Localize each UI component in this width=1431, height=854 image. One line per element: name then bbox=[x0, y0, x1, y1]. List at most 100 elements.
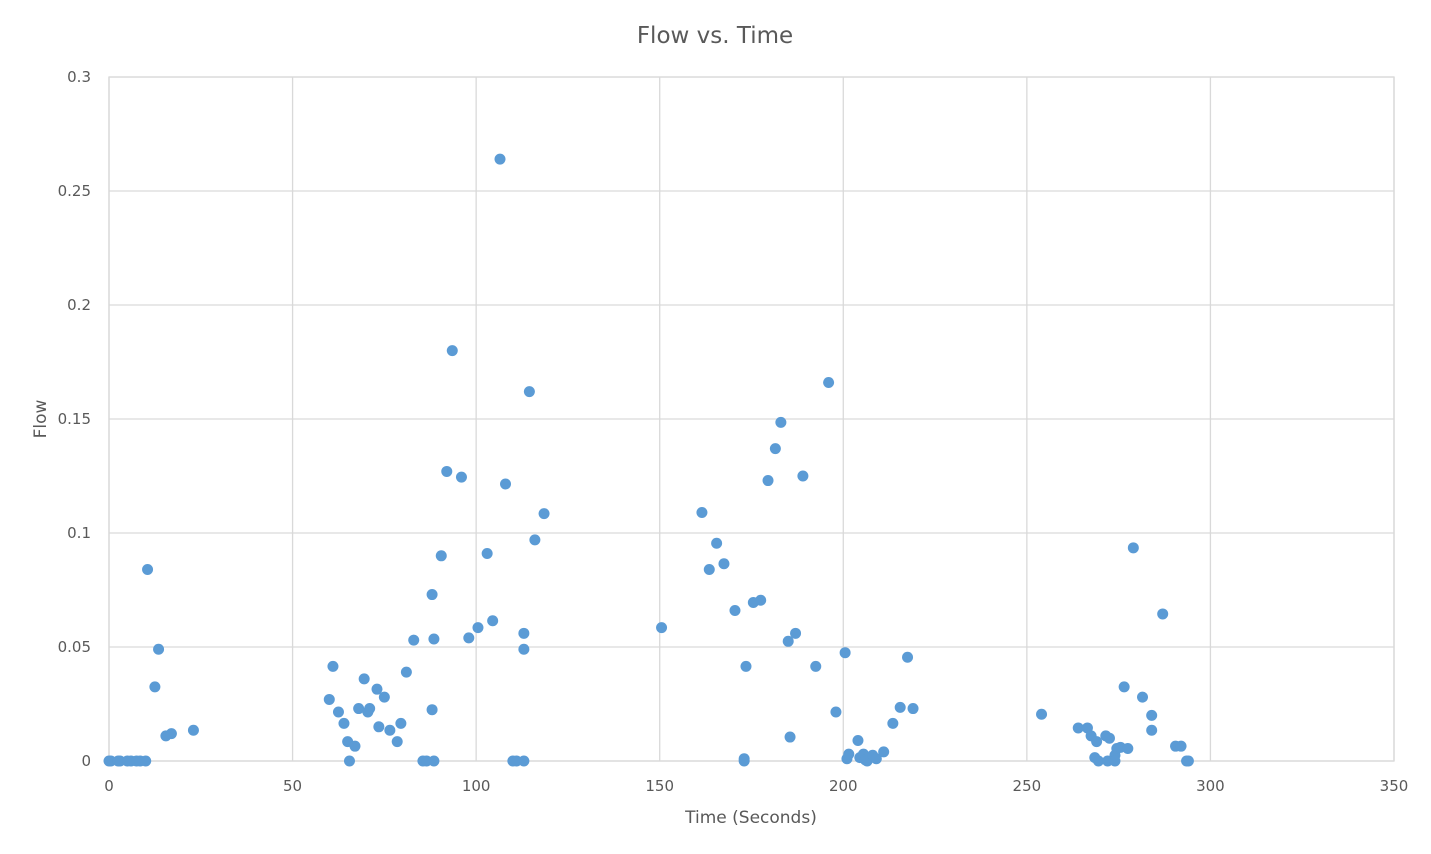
data-point bbox=[1109, 755, 1121, 767]
data-point bbox=[1157, 608, 1169, 620]
data-point bbox=[349, 740, 361, 752]
data-point bbox=[500, 478, 512, 490]
data-point bbox=[494, 153, 506, 165]
data-point bbox=[165, 728, 177, 740]
data-point bbox=[538, 508, 550, 520]
y-tick-label: 0.2 bbox=[67, 296, 91, 314]
data-point bbox=[703, 563, 715, 575]
data-point bbox=[790, 627, 802, 639]
data-point bbox=[1036, 708, 1048, 720]
data-point bbox=[823, 377, 835, 389]
data-point bbox=[364, 703, 376, 715]
y-tick-label: 0 bbox=[81, 752, 91, 770]
data-point bbox=[408, 634, 420, 646]
data-point bbox=[343, 755, 355, 767]
data-point bbox=[400, 666, 412, 678]
data-point bbox=[1146, 724, 1158, 736]
data-point bbox=[518, 643, 530, 655]
data-point bbox=[523, 386, 535, 398]
data-point bbox=[1091, 736, 1103, 748]
data-point bbox=[839, 647, 851, 659]
y-tick-label: 0.1 bbox=[67, 524, 91, 542]
x-tick-label: 350 bbox=[1380, 777, 1409, 795]
y-tick-label: 0.25 bbox=[58, 182, 91, 200]
data-point bbox=[384, 724, 396, 736]
data-point bbox=[1118, 681, 1130, 693]
data-point bbox=[1072, 722, 1084, 734]
x-tick-label: 0 bbox=[104, 777, 114, 795]
x-axis-tick-labels: 0 50 100 150 200 250 300 350 bbox=[104, 777, 1408, 795]
data-point bbox=[696, 506, 708, 518]
data-point bbox=[428, 755, 440, 767]
y-tick-label: 0.05 bbox=[58, 638, 91, 656]
data-point bbox=[729, 605, 741, 617]
data-point bbox=[1122, 742, 1134, 754]
data-point bbox=[843, 748, 855, 760]
x-tick-label: 50 bbox=[283, 777, 302, 795]
y-axis-tick-labels: 0 0.05 0.1 0.15 0.2 0.25 0.3 bbox=[58, 68, 91, 770]
data-point bbox=[395, 717, 407, 729]
data-point bbox=[718, 558, 730, 570]
data-point bbox=[907, 703, 919, 715]
y-tick-label: 0.3 bbox=[67, 68, 91, 86]
data-point bbox=[1127, 542, 1139, 554]
data-point bbox=[463, 632, 475, 644]
data-point bbox=[518, 627, 530, 639]
data-point bbox=[426, 589, 438, 601]
data-point bbox=[446, 345, 458, 357]
y-tick-label: 0.15 bbox=[58, 410, 91, 428]
data-point bbox=[762, 475, 774, 487]
data-point bbox=[338, 717, 350, 729]
data-point bbox=[441, 465, 453, 477]
data-point bbox=[738, 755, 750, 767]
data-point bbox=[1092, 755, 1104, 767]
data-point bbox=[1137, 691, 1149, 703]
data-point bbox=[775, 416, 787, 428]
data-point bbox=[378, 691, 390, 703]
data-point bbox=[1175, 740, 1187, 752]
data-point bbox=[426, 704, 438, 716]
data-point bbox=[487, 615, 499, 627]
data-point bbox=[1103, 732, 1115, 744]
data-point bbox=[810, 660, 822, 672]
data-point bbox=[1182, 755, 1194, 767]
data-point bbox=[755, 594, 767, 606]
data-point bbox=[358, 673, 370, 685]
data-point bbox=[740, 660, 752, 672]
data-point bbox=[481, 548, 493, 560]
data-point bbox=[153, 643, 165, 655]
plot-area-border bbox=[108, 76, 1395, 762]
x-axis-title: Time (Seconds) bbox=[684, 808, 817, 828]
x-tick-label: 100 bbox=[462, 777, 491, 795]
data-point bbox=[870, 753, 882, 765]
data-point bbox=[371, 683, 383, 695]
data-point bbox=[455, 471, 467, 483]
data-point bbox=[353, 703, 365, 715]
x-tick-label: 250 bbox=[1013, 777, 1042, 795]
data-point bbox=[887, 717, 899, 729]
data-point bbox=[656, 622, 668, 634]
data-point bbox=[472, 622, 484, 634]
y-axis-title: Flow bbox=[31, 400, 51, 439]
data-point bbox=[852, 734, 864, 746]
data-point bbox=[149, 681, 161, 693]
data-point bbox=[142, 563, 154, 575]
data-point bbox=[529, 534, 541, 546]
data-point bbox=[140, 755, 152, 767]
data-point bbox=[323, 693, 335, 705]
gridlines bbox=[108, 76, 1395, 762]
data-point bbox=[435, 550, 447, 562]
scatter-points bbox=[103, 153, 1194, 767]
data-point bbox=[428, 633, 440, 645]
data-point bbox=[894, 701, 906, 713]
data-point bbox=[373, 721, 385, 733]
data-point bbox=[878, 746, 890, 758]
data-point bbox=[784, 731, 796, 743]
data-point bbox=[518, 755, 530, 767]
data-point bbox=[711, 537, 723, 549]
data-point bbox=[902, 651, 914, 663]
chart-title: Flow vs. Time bbox=[637, 23, 793, 49]
data-point bbox=[391, 736, 403, 748]
